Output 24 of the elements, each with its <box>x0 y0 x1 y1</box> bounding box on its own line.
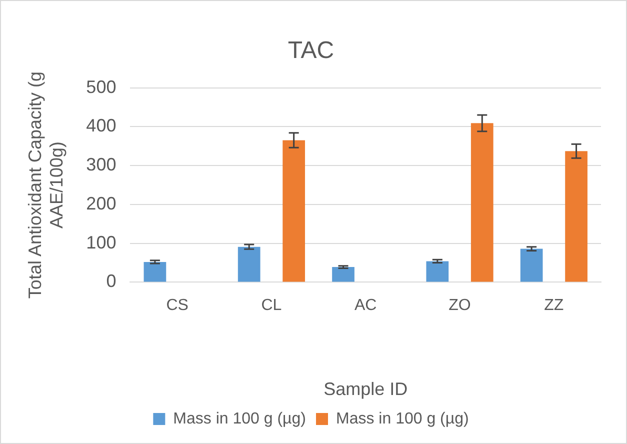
y-tick-label: 400 <box>86 116 116 136</box>
y-tick-label: 300 <box>86 154 116 175</box>
x-tick-label: ZO <box>448 297 471 314</box>
x-tick-label: ZZ <box>544 297 564 314</box>
x-tick-label: CS <box>166 297 188 314</box>
x-axis-title: Sample ID <box>324 379 408 400</box>
legend-label: Mass in 100 g (µg) <box>336 410 469 428</box>
bar <box>282 140 306 282</box>
y-tick-label: 500 <box>86 76 116 97</box>
bar <box>426 261 449 282</box>
bar <box>520 248 543 282</box>
y-tick-label: 100 <box>86 232 116 252</box>
bar <box>565 151 588 282</box>
bar <box>332 267 354 282</box>
chart-title: TAC <box>288 37 334 64</box>
y-tick-label: 200 <box>86 193 116 214</box>
bar <box>470 123 494 282</box>
x-tick-label: AC <box>354 297 377 314</box>
y-tick-label: 0 <box>106 271 116 292</box>
bar <box>144 262 166 282</box>
y-axis-title: Total Antioxidant Capacity (g AAE/100g) <box>24 71 66 299</box>
bar <box>238 246 260 282</box>
legend-label: Mass in 100 g (µg) <box>173 410 306 428</box>
x-tick-label: CL <box>261 297 282 314</box>
